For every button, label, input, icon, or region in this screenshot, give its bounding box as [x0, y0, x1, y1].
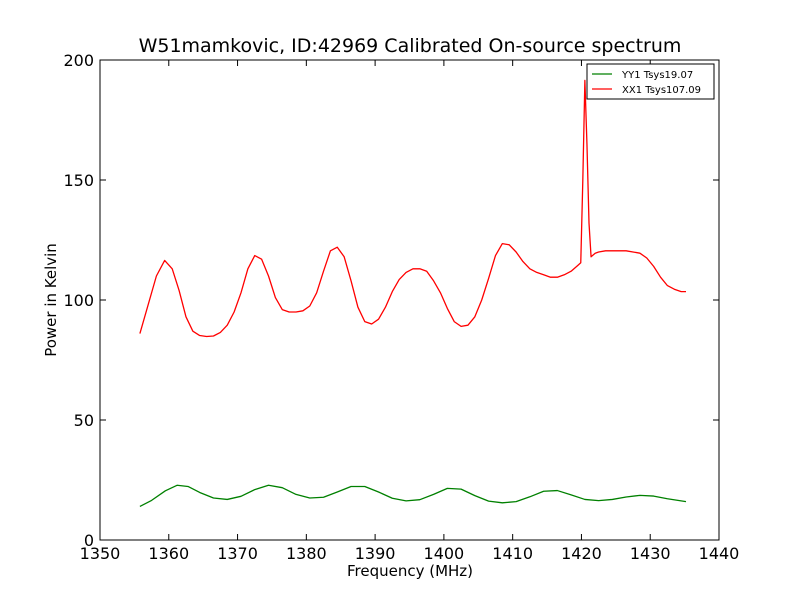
axis-ticks: 1350 1360 1370 1380 1390 1400 1410 1420 1430 1440… — [63, 51, 739, 563]
legend-label: YY1 Tsys19.07 — [621, 70, 693, 81]
y-axis-label: Power in Kelvin — [42, 243, 60, 357]
x-tick-label: 1400 — [424, 544, 465, 563]
x-tick-label: 1380 — [286, 544, 327, 563]
x-tick-label: 1390 — [355, 544, 396, 563]
x-tick-label: 1420 — [561, 544, 602, 563]
y-tick-label: 200 — [63, 51, 94, 70]
y-tick-label: 0 — [84, 531, 94, 550]
x-axis-label: Frequency (MHz) — [347, 562, 473, 580]
series-line-0 — [139, 484, 687, 507]
legend-box — [586, 63, 715, 100]
x-tick-label: 1360 — [148, 544, 189, 563]
x-tick-label: 1440 — [699, 544, 740, 563]
y-tick-label: 150 — [63, 171, 94, 190]
series-lines — [139, 79, 687, 507]
y-tick-label: 100 — [63, 291, 94, 310]
x-tick-label: 1370 — [217, 544, 258, 563]
x-tick-label: 1430 — [630, 544, 671, 563]
x-tick-label: 1350 — [80, 544, 121, 563]
series-line-1 — [139, 79, 686, 338]
plot-area — [99, 59, 720, 541]
y-tick-label: 50 — [74, 411, 94, 430]
x-tick-label: 1410 — [492, 544, 533, 563]
legend-label: XX1 Tsys107.09 — [622, 85, 701, 96]
legend: YY1 Tsys19.07 XX1 Tsys107.09 — [586, 63, 715, 100]
chart-title: W51mamkovic, ID:42969 Calibrated On-sour… — [139, 35, 682, 57]
